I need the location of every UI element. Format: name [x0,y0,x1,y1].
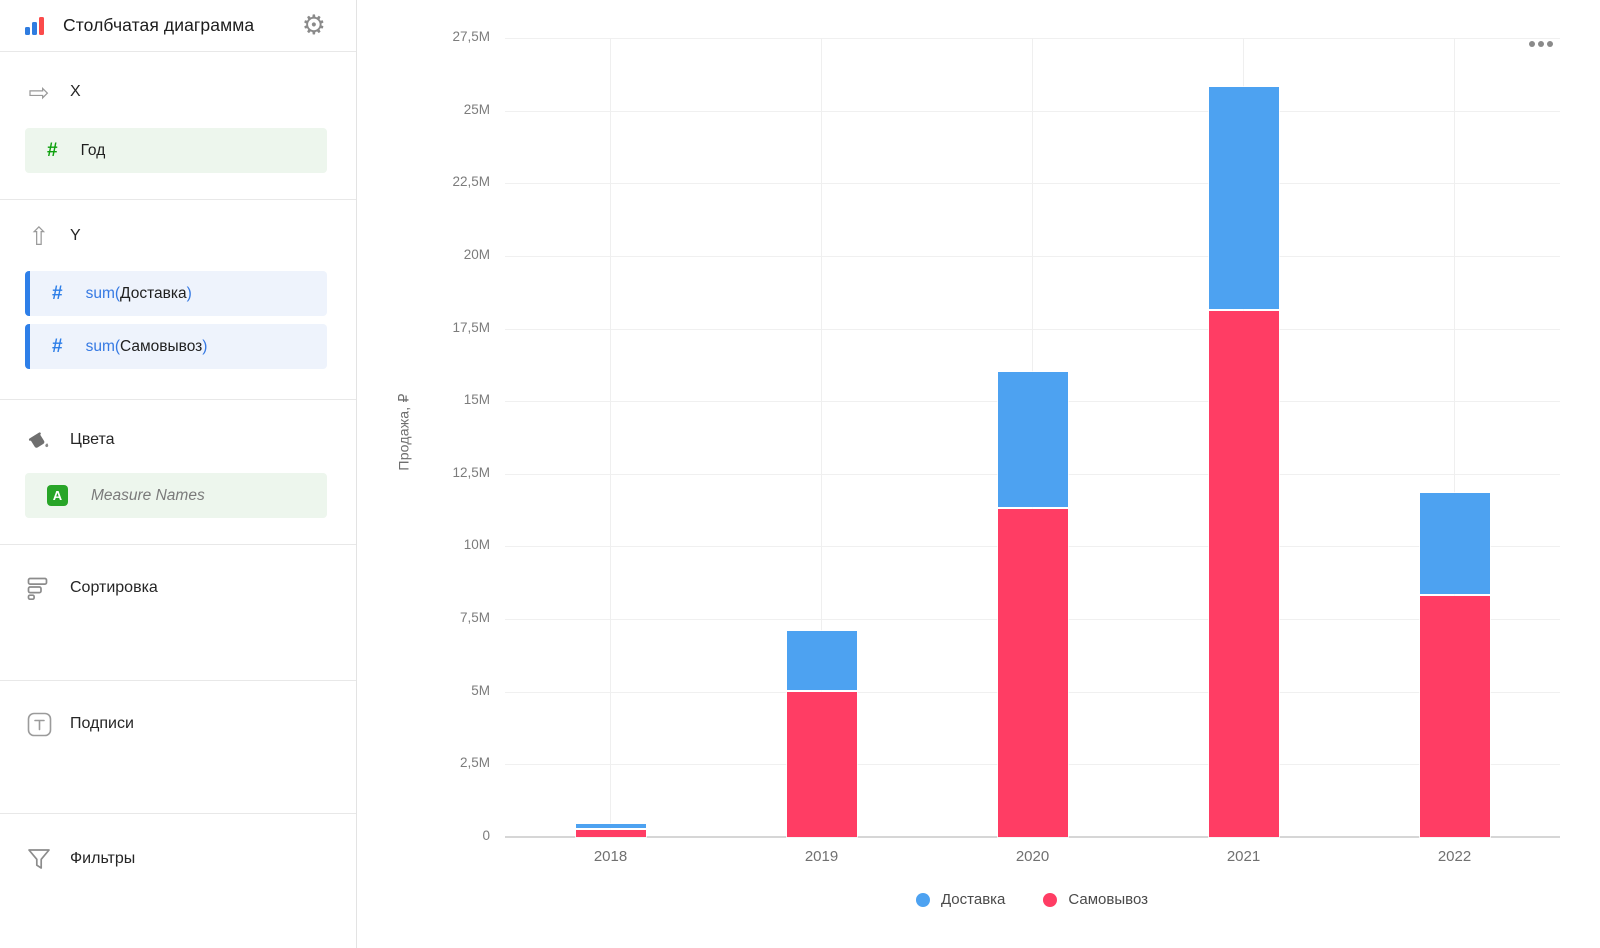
arrow-right-icon: ⇨ [28,77,50,107]
section-x-label: X [70,83,81,100]
field-chip-sum-dostavka[interactable]: # sum(Доставка) [25,271,327,316]
sidebar-header: Столбчатая диаграмма ⚙ [0,0,356,52]
y-tick-label: 20M [463,246,490,262]
y-tick-label: 22,5M [452,174,490,190]
section-colors-header: Цвета [0,425,356,455]
attribute-field-icon: A [47,485,68,506]
bar-segment[interactable] [1418,594,1491,838]
bar-segment[interactable] [996,371,1069,508]
y-tick-label: 17,5M [452,319,490,335]
chart-settings-sidebar: Столбчатая диаграмма ⚙ ⇨ X # Год ⇧ Y # s [0,0,357,948]
field-chip-label: sum(Самовывоз) [85,337,208,355]
y-tick-label: 27,5M [452,29,490,44]
section-labels-header: Подписи [0,709,356,739]
section-filters: Фильтры [0,814,356,948]
y-tick-label: 15M [463,392,490,408]
section-filters-label: Фильтры [70,850,136,867]
section-colors: Цвета A Measure Names [0,400,356,545]
legend-item[interactable]: Доставка [915,891,1006,908]
chart-canvas: Продажа, ₽ Доставка Самовывоз 0 2,5M 5M 7,5M… [357,0,1600,948]
legend-dot-icon [1043,892,1058,907]
page-title: Столбчатая диаграмма [63,15,255,35]
x-axis-label: 2022 [1437,848,1472,865]
ellipsis-icon [1538,41,1544,47]
y-tick-label: 7,5M [459,610,490,626]
number-field-icon: # [47,139,58,161]
y-tick-label: 25M [463,101,490,117]
bar-segment[interactable] [1207,310,1280,838]
section-sorting-label: Сортировка [70,579,158,596]
section-y-header: ⇧ Y [0,221,356,251]
x-axis-line [505,836,1560,838]
field-chip-label: sum(Доставка) [85,284,192,302]
bar-segment[interactable] [785,690,858,838]
y-tick-label: 5M [471,682,490,698]
text-label-icon [27,712,51,736]
measure-stripe [25,324,30,369]
field-chip-measure-names[interactable]: A Measure Names [25,473,327,518]
number-field-icon: # [52,282,63,304]
chart-legend: Доставка Самовывоз [915,891,1148,908]
ellipsis-icon [1547,41,1553,47]
measure-stripe [25,271,30,316]
sort-icon [27,577,48,600]
field-chip-sum-samovyvoz[interactable]: # sum(Самовывоз) [25,324,327,369]
legend-item[interactable]: Самовывоз [1043,891,1148,908]
bar-segment[interactable] [1418,491,1491,595]
bar-segment[interactable] [996,507,1069,838]
field-chip-god[interactable]: # Год [25,128,327,173]
y-tick-label: 0 [482,828,490,843]
y-tick-label: 10M [463,537,490,553]
x-axis-label: 2019 [804,848,839,865]
section-colors-label: Цвета [70,431,115,448]
section-x-header: ⇨ X [0,77,356,107]
legend-dot-icon [915,892,930,907]
arrow-up-icon: ⇧ [28,221,50,251]
section-labels: Подписи [0,681,356,814]
legend-label: Доставка [940,891,1006,908]
gear-icon[interactable]: ⚙ [301,10,326,41]
paint-bucket-icon [28,432,48,448]
bar-chart-logo-icon [25,16,44,35]
gridline-vertical [610,38,611,837]
section-labels-label: Подписи [70,715,134,732]
y-tick-label: 12,5M [452,464,490,480]
section-filters-header: Фильтры [0,844,356,874]
ellipsis-icon [1529,41,1535,47]
x-axis-label: 2020 [1015,848,1050,865]
section-x: ⇨ X # Год [0,52,356,200]
y-tick-label: 2,5M [459,755,490,771]
gridline-vertical [1454,38,1455,837]
x-axis-label: 2018 [593,848,628,865]
section-y: ⇧ Y # sum(Доставка) # sum(Самовывоз) [0,200,356,400]
gridline-vertical [821,38,822,837]
more-options-button[interactable] [1526,38,1556,50]
section-y-label: Y [70,227,81,244]
section-sorting: Сортировка [0,545,356,681]
field-chip-label: Measure Names [91,486,205,504]
funnel-icon [27,848,50,869]
bar-segment[interactable] [1207,86,1280,311]
bar-segment[interactable] [574,828,647,839]
bar-segment[interactable] [785,629,858,691]
bar-segment[interactable] [574,822,647,829]
section-sorting-header: Сортировка [0,573,356,603]
x-axis-label: 2021 [1226,848,1261,865]
legend-label: Самовывоз [1068,891,1149,908]
number-field-icon: # [52,335,63,357]
field-chip-label: Год [80,141,106,159]
